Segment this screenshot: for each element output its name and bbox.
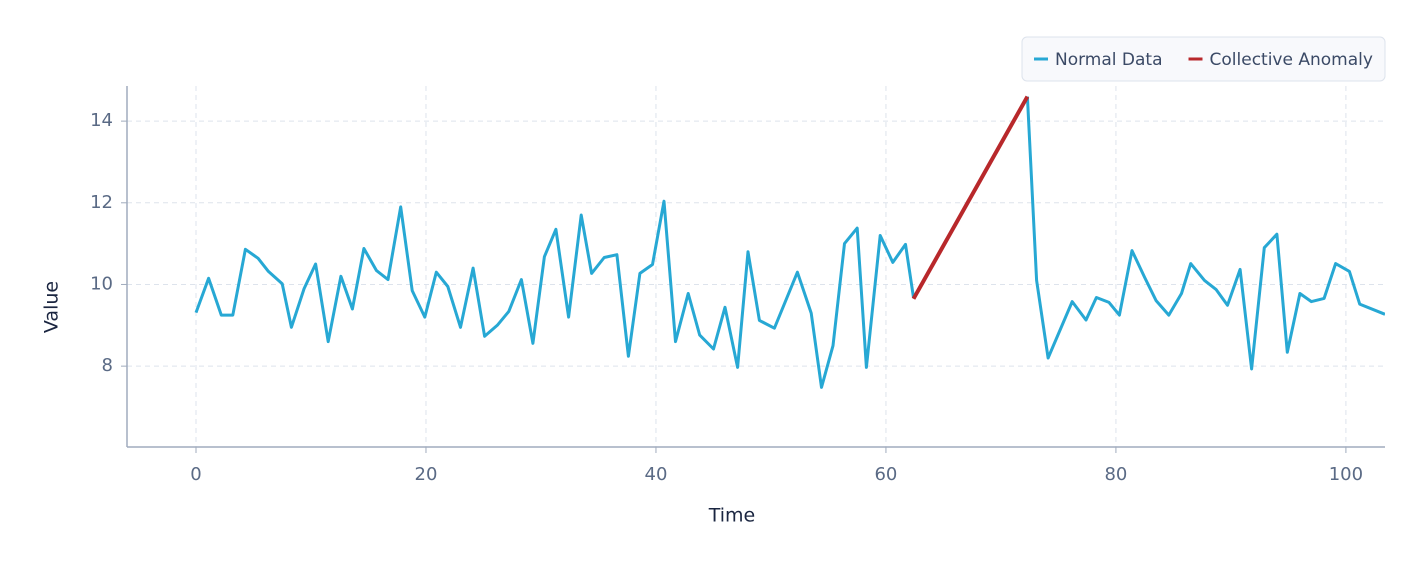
series-line — [911, 95, 1030, 300]
x-tick-label: 100 — [1329, 464, 1363, 485]
legend-label: Collective Anomaly — [1210, 50, 1373, 70]
y-tick-label: 10 — [90, 273, 113, 294]
plot-area — [194, 95, 1385, 389]
y-tick-label: 12 — [90, 192, 113, 213]
legend-box — [1021, 36, 1386, 82]
x-axis-title: Time — [708, 505, 756, 527]
legend-label: Normal Data — [1055, 50, 1163, 70]
y-tick-label: 14 — [90, 110, 113, 131]
y-axis-title: Value — [41, 281, 63, 333]
series-line — [194, 96, 1385, 389]
y-tick-label: 8 — [102, 355, 113, 376]
x-tick-label: 80 — [1104, 464, 1127, 485]
x-tick-label: 40 — [645, 464, 668, 485]
x-tick-label: 60 — [874, 464, 897, 485]
x-tick-label: 20 — [415, 464, 438, 485]
axes: 0 20 40 60 80 100 8 10 12 14 — [90, 86, 1385, 485]
grid — [127, 86, 1385, 447]
x-tick-label: 0 — [190, 464, 201, 485]
legend: Normal Data Collective Anomaly — [1021, 36, 1386, 82]
